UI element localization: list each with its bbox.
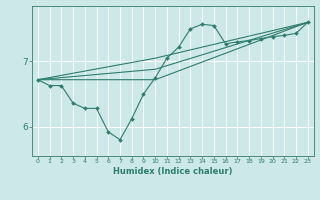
- X-axis label: Humidex (Indice chaleur): Humidex (Indice chaleur): [113, 167, 233, 176]
